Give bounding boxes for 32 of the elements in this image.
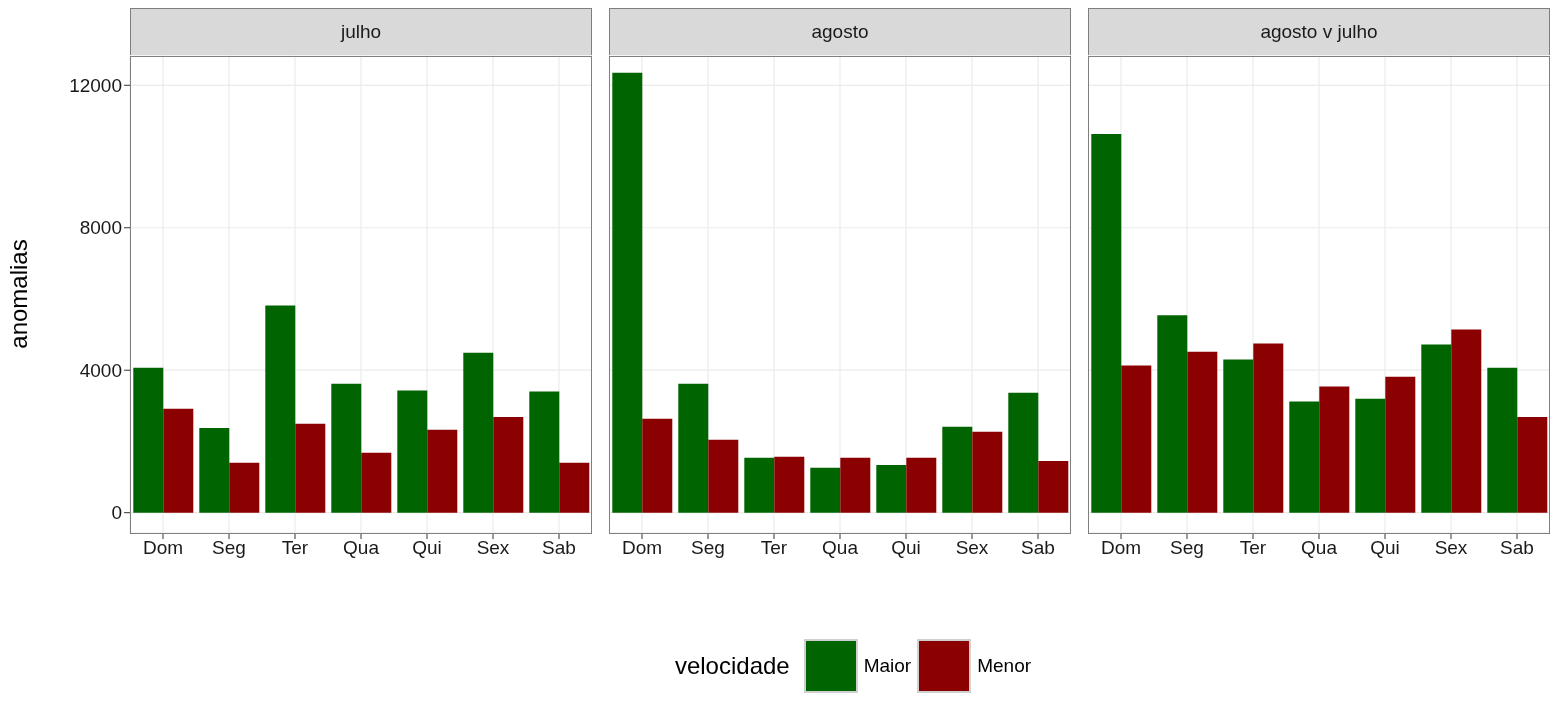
x-tick-label: Seg: [212, 537, 246, 559]
x-tick-label: Qua: [1301, 537, 1338, 559]
chart-title: julho: [130, 8, 592, 55]
x-tick-label: Qua: [822, 537, 859, 559]
x-tick-label: Ter: [760, 537, 788, 559]
chart-title: agosto v julho: [1088, 8, 1550, 55]
x-tick-label: Seg: [691, 537, 725, 559]
x-tick-label: Sex: [476, 537, 510, 559]
x-tick-label: Qui: [412, 537, 442, 559]
x-tick-label: Seg: [1170, 537, 1204, 559]
chart-title: agosto: [609, 8, 1071, 55]
x-tick-label: Qui: [1370, 537, 1400, 559]
x-tick-label: Sab: [1021, 537, 1055, 559]
y-axis-title: anomalias: [4, 239, 32, 349]
x-tick-label: Sab: [542, 537, 576, 559]
legend-title: velocidade: [674, 652, 790, 680]
x-tick-label: Sab: [1500, 537, 1534, 559]
x-tick-label: Ter: [1239, 537, 1267, 559]
text: Menor: [977, 655, 1032, 677]
y-tick-label: 0: [111, 502, 122, 524]
y-tick-label: 12000: [69, 75, 122, 97]
x-tick-label: Qua: [343, 537, 380, 559]
x-tick-label: Dom: [1100, 537, 1142, 559]
x-tick-label: Dom: [142, 537, 184, 559]
x-tick-label: Qui: [891, 537, 921, 559]
text: Maior: [863, 655, 912, 677]
x-tick-label: Sex: [955, 537, 989, 559]
x-tick-label: Dom: [621, 537, 663, 559]
x-tick-label: Sex: [1434, 537, 1468, 559]
y-tick-label: 8000: [79, 217, 122, 239]
y-tick-label: 4000: [79, 359, 122, 381]
x-tick-label: Ter: [281, 537, 309, 559]
